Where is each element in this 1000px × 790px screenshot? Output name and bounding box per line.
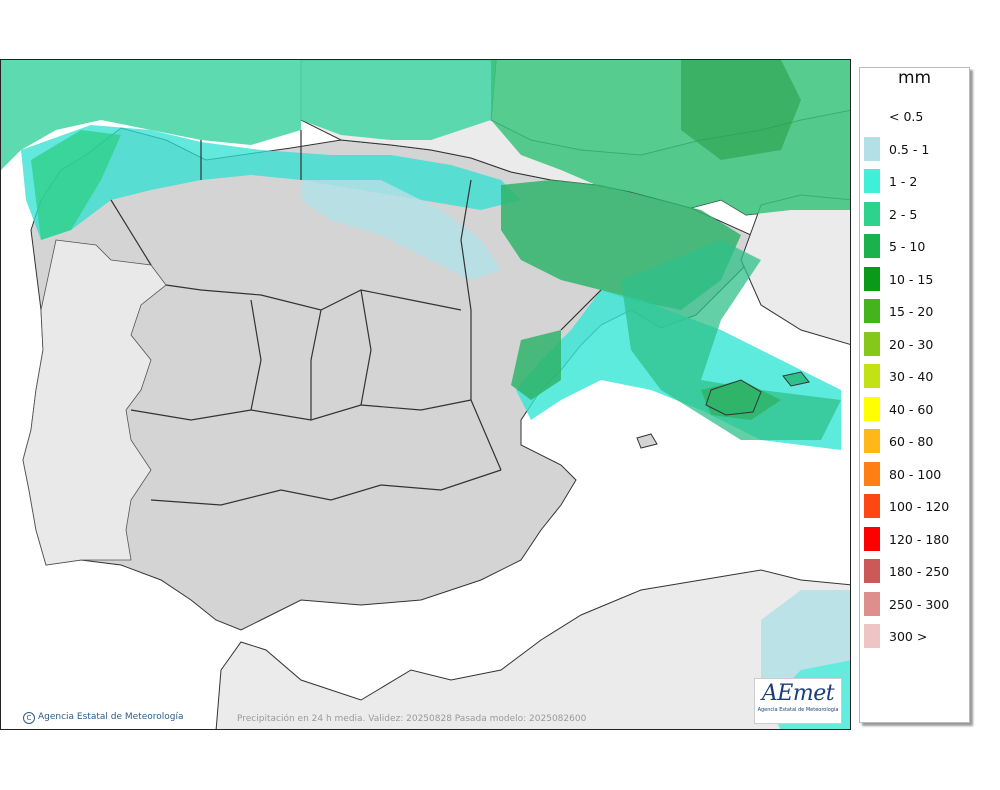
ibiza — [636, 433, 658, 449]
legend-swatch — [864, 494, 880, 518]
copyright-icon: C — [23, 712, 35, 724]
precipitation-map[interactable]: C Agencia Estatal de Meteorología Precipi… — [0, 59, 851, 730]
legend-swatch — [864, 266, 880, 291]
legend-label: 120 - 180 — [889, 531, 950, 547]
legend-label: 100 - 120 — [889, 499, 950, 514]
aemet-logo-word: AEmet — [761, 681, 835, 706]
legend-label: 30 - 40 — [889, 369, 934, 384]
legend-item: 5 - 10 — [860, 234, 969, 258]
legend-label: 0.5 - 1 — [889, 141, 930, 157]
north-africa-land — [215, 569, 850, 729]
legend-swatch — [864, 364, 880, 388]
legend-item: 300 > — [860, 624, 969, 648]
map-footnote: Precipitación en 24 h media. Validez: 20… — [237, 714, 587, 724]
legend-swatch — [864, 461, 880, 486]
legend-label: 2 - 5 — [889, 206, 918, 222]
legend-item: 20 - 30 — [860, 331, 969, 356]
menorca — [782, 371, 810, 387]
legend-swatch — [864, 526, 880, 551]
legend-swatch — [864, 234, 880, 258]
legend-label: 250 - 300 — [889, 596, 950, 612]
legend-swatch — [864, 331, 880, 356]
legend-swatch — [864, 136, 880, 161]
legend-title: mm — [897, 68, 932, 88]
region-borders — [110, 130, 602, 506]
legend-swatch — [864, 104, 880, 128]
precip-galicia — [31, 130, 121, 240]
legend-item: 1 - 2 — [860, 169, 969, 193]
map-canvas — [1, 60, 850, 729]
legend-item: 60 - 80 — [860, 429, 969, 453]
precip-france-heavy — [681, 60, 801, 160]
legend-item: < 0.5 — [860, 104, 969, 128]
legend-swatch — [864, 429, 880, 453]
legend-label: 20 - 30 — [889, 336, 934, 352]
precip-north-coast — [21, 125, 521, 240]
legend-label: 10 - 15 — [889, 271, 934, 287]
legend-swatch — [864, 169, 880, 193]
legend-item: 80 - 100 — [860, 461, 969, 486]
legend-item: 15 - 20 — [860, 299, 969, 323]
legend-item: 0.5 - 1 — [860, 136, 969, 161]
legend-item: 40 - 60 — [860, 396, 969, 421]
precip-bay-biscay — [301, 60, 496, 140]
legend-item: 100 - 120 — [860, 494, 969, 518]
legend-item: 250 - 300 — [860, 591, 969, 616]
precip-valencia — [511, 330, 561, 400]
legend-label: 180 - 250 — [889, 564, 950, 579]
legend-swatch — [864, 559, 880, 583]
legend-label: 1 - 2 — [889, 174, 918, 189]
precipitation-legend: mm < 0.5 0.5 - 1 1 - 2 2 - 5 5 - 10 10 - 15 15… — [859, 67, 970, 723]
agency-credit: C Agencia Estatal de Meteorología — [23, 712, 184, 724]
legend-item: 180 - 250 — [860, 559, 969, 583]
precip-ebro — [301, 180, 501, 280]
legend-item: 120 - 180 — [860, 526, 969, 551]
precip-mediterranean-sea — [621, 240, 841, 440]
legend-label: 40 - 60 — [889, 401, 934, 417]
legend-swatch — [864, 201, 880, 226]
precip-cantabrian — [1, 60, 301, 170]
legend-label: 300 > — [889, 629, 928, 644]
legend-swatch — [864, 396, 880, 421]
legend-swatch — [864, 591, 880, 616]
aemet-logo-subtitle: Agencia Estatal de Meteorología — [757, 707, 839, 713]
legend-swatch — [864, 624, 880, 648]
legend-swatch — [864, 299, 880, 323]
legend-label: 5 - 10 — [889, 239, 926, 254]
agency-credit-text: Agencia Estatal de Meteorología — [38, 712, 184, 722]
legend-label: 15 - 20 — [889, 304, 934, 319]
legend-item: 30 - 40 — [860, 364, 969, 388]
legend-item: 2 - 5 — [860, 201, 969, 226]
legend-label: 60 - 80 — [889, 434, 934, 449]
mallorca — [705, 379, 762, 416]
legend-label: < 0.5 — [889, 109, 924, 124]
aemet-logo: AEmet Agencia Estatal de Meteorología — [754, 678, 842, 724]
legend-item: 10 - 15 — [860, 266, 969, 291]
legend-label: 80 - 100 — [889, 466, 942, 482]
